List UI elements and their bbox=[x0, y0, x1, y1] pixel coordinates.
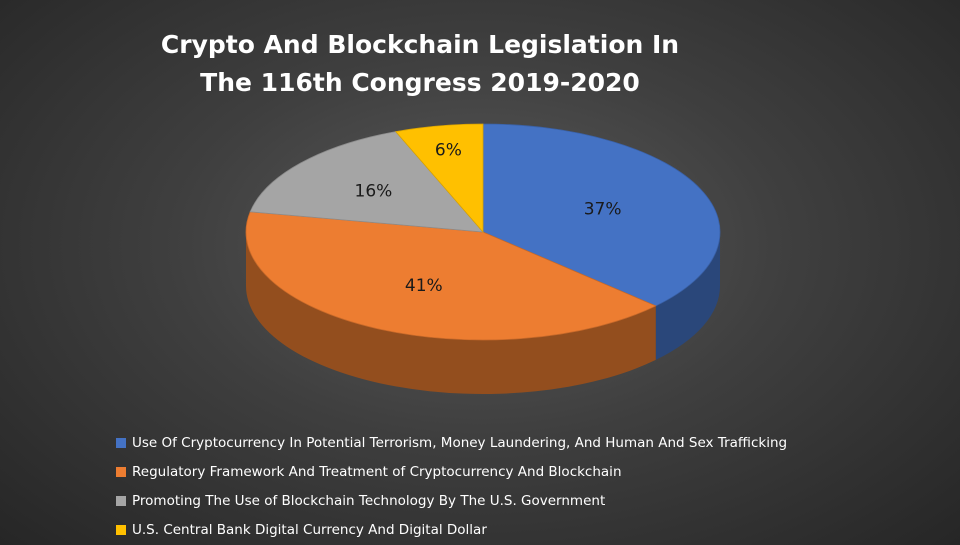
legend-swatch bbox=[116, 524, 126, 535]
legend-item-use-of-cryptocurrency-in-potential-terro: Use Of Cryptocurrency In Potential Terro… bbox=[116, 428, 787, 457]
pie-slice-u-s-central-bank-digital-currency-and-di bbox=[394, 123, 484, 234]
legend-swatch bbox=[116, 466, 126, 477]
pie-label-promoting-the-use-of-blockchain-technolo: 16% bbox=[355, 182, 393, 202]
pie-slice-promoting-the-use-of-blockchain-technolo bbox=[249, 131, 484, 233]
pie-slice-use-of-cryptocurrency-in-potential-terro bbox=[482, 123, 721, 307]
pie-slice-labels: 37% 41% 16% 6% bbox=[355, 140, 622, 296]
pie-label-u-s-central-bank-digital-currency-and-di: 6% bbox=[435, 140, 462, 160]
pie-label-use-of-cryptocurrency-in-potential-terro: 37% bbox=[584, 199, 622, 219]
pie-side-use-of-cryptocurrency-in-potential-terro bbox=[655, 232, 720, 360]
pie-side-regulatory-framework-and-treatment-of-cr bbox=[245, 232, 656, 394]
chart-title-line-2: The 116th Congress 2019-2020 bbox=[200, 68, 640, 97]
pie-label-regulatory-framework-and-treatment-of-cr: 41% bbox=[405, 276, 443, 296]
chart-title-line-1: Crypto And Blockchain Legislation In bbox=[160, 30, 680, 59]
chart-legend: Use Of Cryptocurrency In Potential Terro… bbox=[116, 428, 787, 544]
legend-swatch bbox=[116, 495, 126, 506]
legend-label: Promoting The Use of Blockchain Technolo… bbox=[132, 492, 606, 509]
pie-slice-regulatory-framework-and-treatment-of-cr bbox=[245, 211, 657, 341]
legend-item-regulatory-framework-and-treatment-of-cr: Regulatory Framework And Treatment of Cr… bbox=[116, 457, 787, 486]
legend-item-u-s-central-bank-digital-currency-and-di: U.S. Central Bank Digital Currency And D… bbox=[116, 515, 787, 544]
legend-label: U.S. Central Bank Digital Currency And D… bbox=[132, 521, 487, 538]
pie-side-walls bbox=[245, 232, 720, 394]
chart-title: Crypto And Blockchain Legislation In The… bbox=[95, 26, 745, 102]
pie-slices bbox=[245, 123, 721, 341]
legend-swatch bbox=[116, 437, 126, 448]
legend-label: Regulatory Framework And Treatment of Cr… bbox=[132, 463, 622, 480]
legend-label: Use Of Cryptocurrency In Potential Terro… bbox=[132, 434, 788, 451]
legend-item-promoting-the-use-of-blockchain-technolo: Promoting The Use of Blockchain Technolo… bbox=[116, 486, 787, 515]
